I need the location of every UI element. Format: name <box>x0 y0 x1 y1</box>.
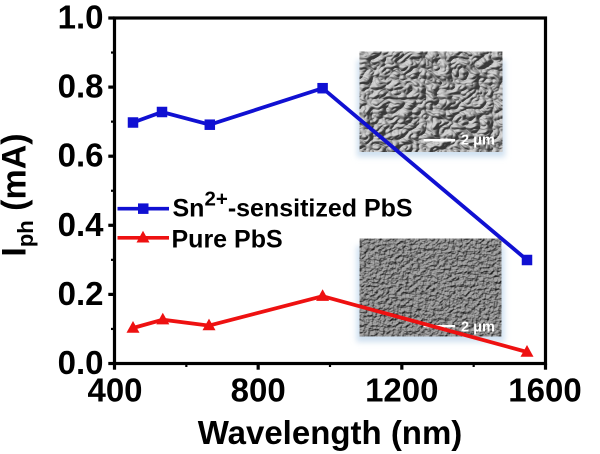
svg-text:1600: 1600 <box>508 372 581 409</box>
svg-text:800: 800 <box>231 372 286 409</box>
svg-text:1200: 1200 <box>365 372 438 409</box>
svg-text:Sn2+-sensitized PbS: Sn2+-sensitized PbS <box>173 188 413 223</box>
svg-text:0.8: 0.8 <box>58 68 104 105</box>
svg-text:0.4: 0.4 <box>58 206 105 243</box>
svg-text:1.0: 1.0 <box>58 0 104 36</box>
svg-text:0.6: 0.6 <box>58 137 104 174</box>
svg-text:2 μm: 2 μm <box>461 320 495 336</box>
svg-text:400: 400 <box>87 372 142 409</box>
svg-text:Pure PbS: Pure PbS <box>172 226 283 254</box>
svg-text:0.0: 0.0 <box>58 344 104 381</box>
svg-text:0.2: 0.2 <box>58 275 104 312</box>
svg-text:Iph (mA): Iph (mA) <box>0 133 38 256</box>
svg-text:Wavelength (nm): Wavelength (nm) <box>198 414 463 451</box>
svg-text:2 μm: 2 μm <box>461 133 495 149</box>
